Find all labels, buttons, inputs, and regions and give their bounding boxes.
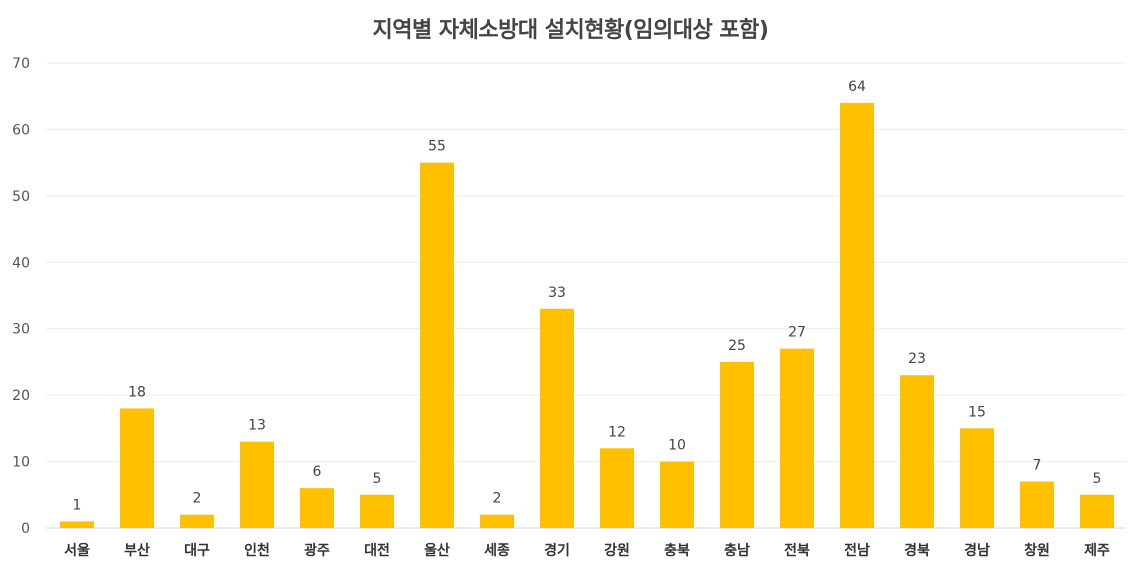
gridlines (46, 62, 1126, 529)
bar-광주 (300, 488, 334, 528)
y-tick-label: 30 (12, 322, 30, 338)
x-tick-label: 울산 (424, 542, 450, 559)
chart-title: 지역별 자체소방대 설치현황(임의대상 포함) (372, 18, 769, 43)
data-label: 23 (908, 351, 926, 367)
x-tick-label: 충남 (724, 542, 750, 559)
data-label: 2 (493, 491, 502, 507)
data-label: 7 (1033, 458, 1042, 474)
data-label: 2 (193, 491, 202, 507)
x-tick-label: 경남 (964, 542, 990, 559)
y-tick-label: 20 (12, 388, 30, 404)
data-label: 13 (248, 418, 266, 434)
data-label: 25 (728, 338, 746, 354)
data-label: 18 (128, 384, 146, 400)
x-tick-label: 대구 (184, 543, 210, 559)
bar-전북 (780, 348, 814, 528)
x-tick-label: 세종 (484, 543, 510, 559)
x-tick-label: 인천 (244, 542, 270, 559)
data-label: 1 (73, 497, 82, 513)
x-tick-label: 전남 (844, 542, 870, 559)
data-label: 33 (548, 285, 566, 301)
x-tick-label: 충북 (664, 543, 690, 559)
x-tick-label: 전북 (784, 542, 810, 559)
bar-강원 (600, 448, 634, 528)
y-tick-label: 40 (12, 255, 30, 271)
x-tick-label: 경북 (904, 542, 930, 559)
y-tick-label: 10 (12, 455, 30, 471)
x-tick-label: 대전 (364, 542, 390, 559)
bar-경북 (900, 375, 934, 528)
x-tick-label: 광주 (304, 542, 330, 559)
bar-대전 (360, 494, 394, 528)
data-label: 6 (313, 464, 322, 480)
data-label: 64 (848, 79, 866, 95)
y-tick-label: 60 (12, 122, 30, 138)
x-tick-label: 창원 (1024, 542, 1050, 559)
y-axis: 0 10 20 30 40 50 60 70 (12, 56, 30, 537)
bars (60, 102, 1114, 528)
bar-충북 (660, 461, 694, 528)
bar-창원 (1020, 481, 1054, 528)
bar-대구 (180, 514, 214, 528)
x-tick-label: 경기 (544, 542, 570, 559)
bar-부산 (120, 408, 154, 528)
x-tick-label: 제주 (1084, 543, 1110, 559)
bar-제주 (1080, 494, 1114, 528)
data-label: 12 (608, 424, 626, 440)
data-label: 55 (428, 139, 446, 155)
y-tick-label: 0 (21, 521, 30, 537)
data-label: 5 (373, 471, 382, 487)
bar-울산 (420, 162, 454, 528)
bar-경기 (540, 308, 574, 528)
bar-충남 (720, 361, 754, 528)
x-tick-label: 강원 (604, 542, 630, 559)
bar-경남 (960, 428, 994, 528)
bar-전남 (840, 102, 874, 528)
data-label: 27 (788, 325, 806, 341)
data-label: 5 (1093, 471, 1102, 487)
x-tick-label: 서울 (64, 542, 90, 559)
y-tick-label: 50 (12, 189, 30, 205)
bar-세종 (480, 514, 514, 528)
data-label: 15 (968, 404, 986, 420)
data-label: 10 (668, 438, 686, 454)
bar-인천 (240, 441, 274, 528)
x-tick-label: 부산 (124, 542, 150, 559)
y-tick-label: 70 (12, 56, 30, 72)
x-axis: 서울 부산 대구 인천 광주 대전 울산 세종 경기 강원 충북 충남 전북 전남 경북 경남 창원 제주 (64, 542, 1110, 559)
bar-서울 (60, 521, 94, 528)
